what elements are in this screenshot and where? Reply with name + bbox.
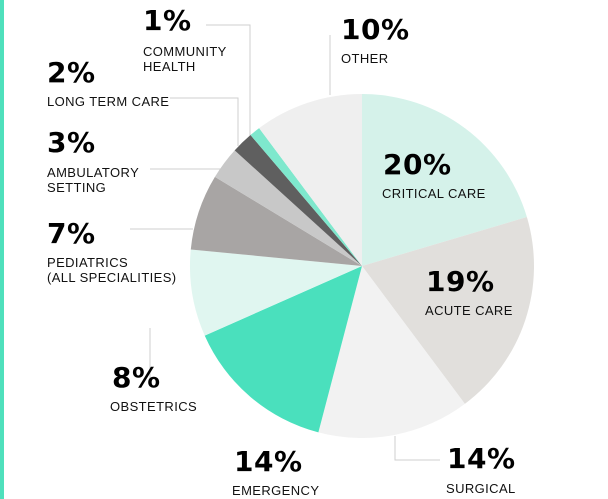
- slice-label-emergency: EMERGENCY: [232, 483, 320, 498]
- slice-label-acute-care: ACUTE CARE: [425, 303, 513, 318]
- slice-label-surgical: SURGICAL: [446, 481, 516, 496]
- slice-label-ambulatory: AMBULATORY SETTING: [47, 165, 140, 195]
- slice-percent-surgical: 14%: [447, 442, 516, 475]
- slice-percent-community-health: 1%: [143, 4, 192, 37]
- slice-label-critical-care: CRITICAL CARE: [382, 186, 486, 201]
- pie-slice-emergency: [204, 266, 362, 433]
- slice-label-pediatrics: PEDIATRICS (ALL SPECIALITIES): [47, 255, 177, 285]
- accent-bar: [0, 0, 4, 499]
- slice-label-obstetrics: OBSTETRICS: [110, 399, 198, 414]
- pie-slice-community-health: [250, 128, 362, 266]
- pie-slices: [189, 94, 534, 438]
- slice-percent-other: 10%: [341, 13, 410, 46]
- leader-line-community-health: [206, 24, 251, 140]
- slice-percent-long-term-care: 2%: [47, 56, 96, 89]
- slice-percent-acute-care: 19%: [426, 265, 495, 298]
- slice-label-other: OTHER: [341, 51, 389, 66]
- slice-percent-pediatrics: 7%: [47, 217, 96, 250]
- slice-percent-emergency: 14%: [234, 445, 303, 478]
- pie-slice-acute-care: [362, 217, 534, 404]
- leader-line-long-term-care: [170, 97, 239, 146]
- pie-slice-other: [259, 94, 362, 266]
- leader-line-ambulatory: [150, 168, 221, 178]
- leader-line-surgical: [394, 436, 440, 461]
- pie-slice-obstetrics: [189, 249, 362, 336]
- slice-label-long-term-care: LONG TERM CARE: [47, 94, 170, 109]
- pie-slice-ambulatory: [214, 150, 362, 266]
- slice-percent-critical-care: 20%: [383, 148, 452, 181]
- pie-slice-pediatrics: [190, 176, 362, 266]
- slice-percent-ambulatory: 3%: [47, 126, 96, 159]
- slice-percent-obstetrics: 8%: [112, 361, 161, 394]
- pie-slice-long-term-care: [234, 135, 362, 266]
- pie-slice-surgical: [318, 266, 465, 438]
- slice-label-community-health: COMMUNITY HEALTH: [143, 44, 227, 74]
- pie-slice-critical-care: [362, 94, 527, 266]
